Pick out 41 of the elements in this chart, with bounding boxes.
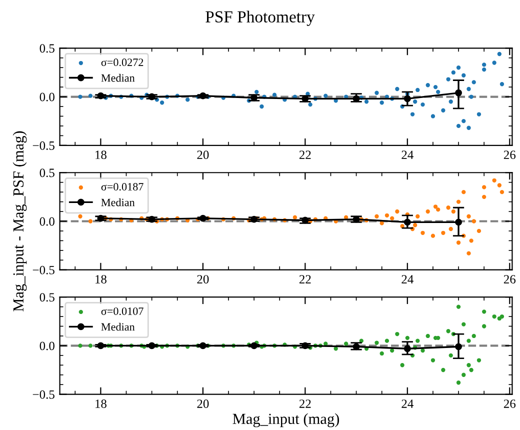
x-tick-label: 24 <box>402 150 414 159</box>
x-tick-label: 26 <box>504 400 516 408</box>
x-tick-label: 18 <box>96 150 106 160</box>
y-tick-label: 0.5 <box>40 44 54 53</box>
legend-label: Median <box>101 322 135 331</box>
legend-label: σ=0.0187 <box>101 183 144 191</box>
point <box>404 95 411 102</box>
x-tick-label: 26 <box>504 150 516 160</box>
point <box>97 92 104 100</box>
legend-label: σ=0.0272 <box>101 58 144 66</box>
y-tick-label: −0.5 <box>32 141 54 150</box>
legend-label: Median <box>101 198 135 206</box>
y-tick-label: 0.5 <box>40 168 54 178</box>
point <box>352 95 360 102</box>
point <box>455 89 462 96</box>
y-tick-label: −0.5 <box>32 390 54 399</box>
point <box>250 94 258 102</box>
x-tick-label: 20 <box>197 275 209 284</box>
x-tick-label: 20 <box>197 150 209 160</box>
chart-title: PSF Photometry <box>206 10 315 26</box>
y-tick-label: 0.0 <box>40 92 54 102</box>
x-tick-label: 22 <box>299 150 311 159</box>
x-tick-label: 18 <box>96 400 106 408</box>
x-tick-label: 18 <box>96 275 106 284</box>
y-axis-title: Mag_input - Mag_PSF (mag) <box>12 131 27 312</box>
y-tick-label: −0.5 <box>32 266 54 274</box>
x-tick-label: 22 <box>299 275 311 284</box>
point <box>302 95 309 102</box>
y-tick-label: 0.0 <box>40 217 54 226</box>
x-tick-label: 20 <box>197 400 209 408</box>
x-tick-label: 24 <box>402 275 414 284</box>
y-tick-label: 0.5 <box>40 293 54 302</box>
x-axis-title: Mag_input (mag) <box>232 413 339 428</box>
point <box>148 93 156 100</box>
x-tick-label: 26 <box>504 275 516 284</box>
x-tick-label: 22 <box>299 400 311 408</box>
x-tick-label: 24 <box>402 400 414 408</box>
point <box>199 92 206 100</box>
y-tick-label: 0.0 <box>40 342 54 350</box>
legend-label: Median <box>101 74 135 82</box>
legend-label: σ=0.0107 <box>101 307 144 316</box>
